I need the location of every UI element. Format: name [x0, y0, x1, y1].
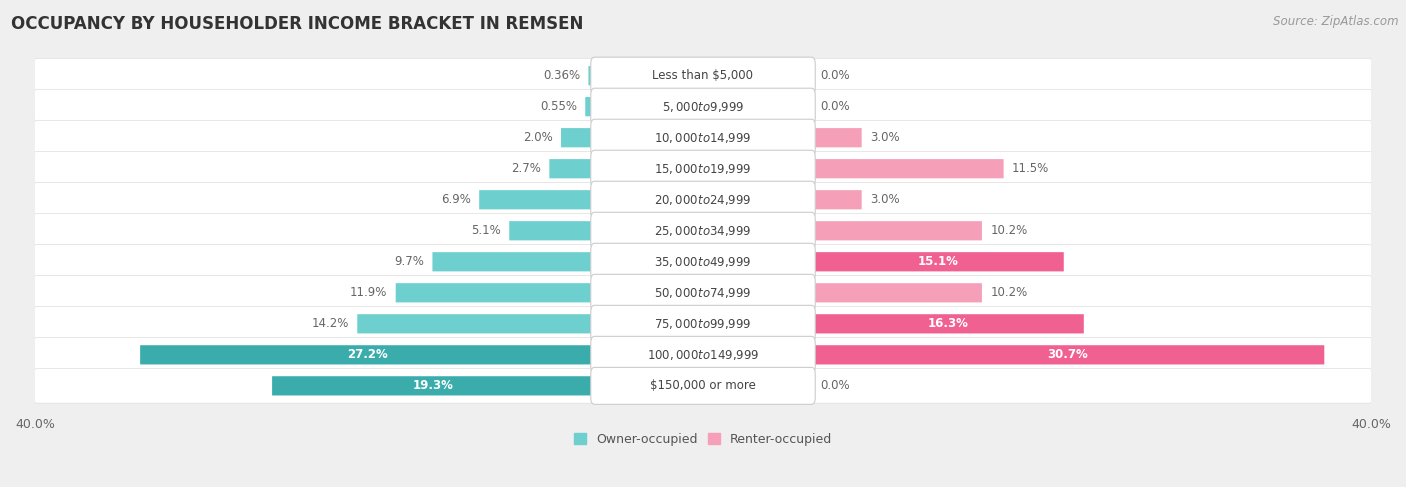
FancyBboxPatch shape — [591, 274, 815, 311]
FancyBboxPatch shape — [811, 314, 1084, 334]
Legend: Owner-occupied, Renter-occupied: Owner-occupied, Renter-occupied — [568, 428, 838, 450]
FancyBboxPatch shape — [433, 252, 595, 271]
FancyBboxPatch shape — [591, 305, 815, 342]
FancyBboxPatch shape — [591, 57, 815, 94]
Text: $5,000 to $9,999: $5,000 to $9,999 — [662, 100, 744, 113]
Text: 10.2%: 10.2% — [990, 286, 1028, 300]
FancyBboxPatch shape — [561, 128, 595, 148]
Text: 14.2%: 14.2% — [312, 318, 349, 330]
FancyBboxPatch shape — [34, 89, 1372, 124]
FancyBboxPatch shape — [509, 221, 595, 241]
Text: $100,000 to $149,999: $100,000 to $149,999 — [647, 348, 759, 362]
FancyBboxPatch shape — [591, 212, 815, 249]
FancyBboxPatch shape — [811, 159, 1004, 178]
Text: 5.1%: 5.1% — [471, 225, 501, 237]
Text: 0.36%: 0.36% — [543, 69, 581, 82]
FancyBboxPatch shape — [591, 181, 815, 218]
Text: 0.0%: 0.0% — [820, 69, 849, 82]
Text: 16.3%: 16.3% — [927, 318, 969, 330]
FancyBboxPatch shape — [591, 244, 815, 281]
Text: 0.55%: 0.55% — [540, 100, 576, 113]
Text: $20,000 to $24,999: $20,000 to $24,999 — [654, 193, 752, 207]
Text: $75,000 to $99,999: $75,000 to $99,999 — [654, 317, 752, 331]
Text: 2.7%: 2.7% — [512, 162, 541, 175]
FancyBboxPatch shape — [34, 151, 1372, 186]
Text: 3.0%: 3.0% — [870, 131, 900, 144]
Text: 30.7%: 30.7% — [1047, 348, 1088, 361]
FancyBboxPatch shape — [591, 150, 815, 187]
Text: $150,000 or more: $150,000 or more — [650, 379, 756, 393]
FancyBboxPatch shape — [811, 252, 1064, 271]
FancyBboxPatch shape — [34, 213, 1372, 248]
FancyBboxPatch shape — [591, 337, 815, 374]
FancyBboxPatch shape — [34, 306, 1372, 341]
FancyBboxPatch shape — [479, 190, 595, 209]
FancyBboxPatch shape — [589, 66, 595, 85]
FancyBboxPatch shape — [141, 345, 595, 364]
FancyBboxPatch shape — [591, 119, 815, 156]
Text: 10.2%: 10.2% — [990, 225, 1028, 237]
FancyBboxPatch shape — [585, 97, 595, 116]
FancyBboxPatch shape — [591, 88, 815, 125]
FancyBboxPatch shape — [811, 345, 1324, 364]
FancyBboxPatch shape — [34, 369, 1372, 403]
Text: 11.5%: 11.5% — [1012, 162, 1049, 175]
Text: 19.3%: 19.3% — [413, 379, 454, 393]
FancyBboxPatch shape — [34, 58, 1372, 93]
FancyBboxPatch shape — [811, 128, 862, 148]
FancyBboxPatch shape — [34, 182, 1372, 217]
FancyBboxPatch shape — [273, 376, 595, 395]
FancyBboxPatch shape — [34, 276, 1372, 310]
Text: 6.9%: 6.9% — [441, 193, 471, 206]
Text: 0.0%: 0.0% — [820, 100, 849, 113]
FancyBboxPatch shape — [811, 221, 981, 241]
Text: 15.1%: 15.1% — [917, 255, 957, 268]
FancyBboxPatch shape — [811, 283, 981, 302]
Text: Source: ZipAtlas.com: Source: ZipAtlas.com — [1274, 15, 1399, 28]
Text: $50,000 to $74,999: $50,000 to $74,999 — [654, 286, 752, 300]
FancyBboxPatch shape — [34, 120, 1372, 155]
FancyBboxPatch shape — [34, 337, 1372, 372]
Text: 11.9%: 11.9% — [350, 286, 387, 300]
Text: 3.0%: 3.0% — [870, 193, 900, 206]
FancyBboxPatch shape — [591, 367, 815, 404]
Text: $35,000 to $49,999: $35,000 to $49,999 — [654, 255, 752, 269]
FancyBboxPatch shape — [550, 159, 595, 178]
Text: Less than $5,000: Less than $5,000 — [652, 69, 754, 82]
Text: 27.2%: 27.2% — [347, 348, 388, 361]
FancyBboxPatch shape — [34, 244, 1372, 279]
Text: 9.7%: 9.7% — [394, 255, 425, 268]
Text: 0.0%: 0.0% — [820, 379, 849, 393]
FancyBboxPatch shape — [811, 190, 862, 209]
Text: $25,000 to $34,999: $25,000 to $34,999 — [654, 224, 752, 238]
FancyBboxPatch shape — [357, 314, 595, 334]
Text: $10,000 to $14,999: $10,000 to $14,999 — [654, 131, 752, 145]
Text: OCCUPANCY BY HOUSEHOLDER INCOME BRACKET IN REMSEN: OCCUPANCY BY HOUSEHOLDER INCOME BRACKET … — [11, 15, 583, 33]
Text: $15,000 to $19,999: $15,000 to $19,999 — [654, 162, 752, 176]
FancyBboxPatch shape — [395, 283, 595, 302]
Text: 2.0%: 2.0% — [523, 131, 553, 144]
